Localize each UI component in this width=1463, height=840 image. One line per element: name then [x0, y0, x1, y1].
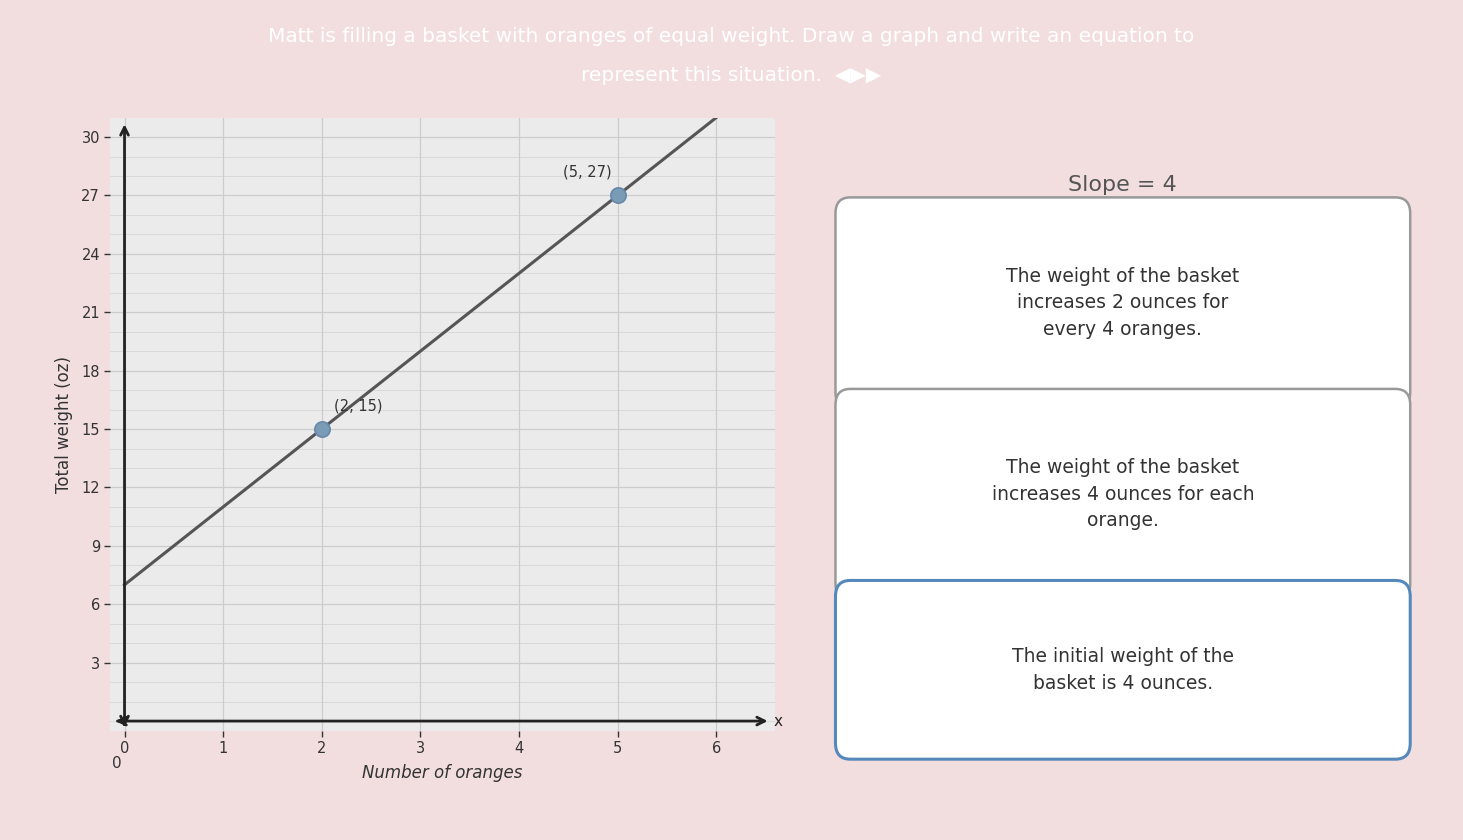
Text: Slope = 4: Slope = 4 [1068, 175, 1178, 195]
Text: x: x [774, 713, 783, 728]
Text: The initial weight of the
basket is 4 ounces.: The initial weight of the basket is 4 ou… [1012, 647, 1233, 692]
Text: The weight of the basket
increases 4 ounces for each
orange.: The weight of the basket increases 4 oun… [992, 459, 1254, 530]
Text: Matt is filling a basket with oranges of equal weight. Draw a graph and write an: Matt is filling a basket with oranges of… [268, 27, 1195, 46]
Text: 0: 0 [111, 756, 121, 771]
FancyBboxPatch shape [835, 580, 1410, 759]
Text: (5, 27): (5, 27) [563, 165, 612, 180]
X-axis label: Number of oranges: Number of oranges [363, 764, 522, 782]
Text: represent this situation.  ◀▶▶: represent this situation. ◀▶▶ [581, 66, 882, 85]
Y-axis label: Total weight (oz): Total weight (oz) [56, 355, 73, 493]
FancyBboxPatch shape [835, 389, 1410, 600]
FancyBboxPatch shape [835, 197, 1410, 408]
Text: The weight of the basket
increases 2 ounces for
every 4 oranges.: The weight of the basket increases 2 oun… [1007, 267, 1239, 339]
Text: (2, 15): (2, 15) [334, 398, 382, 413]
